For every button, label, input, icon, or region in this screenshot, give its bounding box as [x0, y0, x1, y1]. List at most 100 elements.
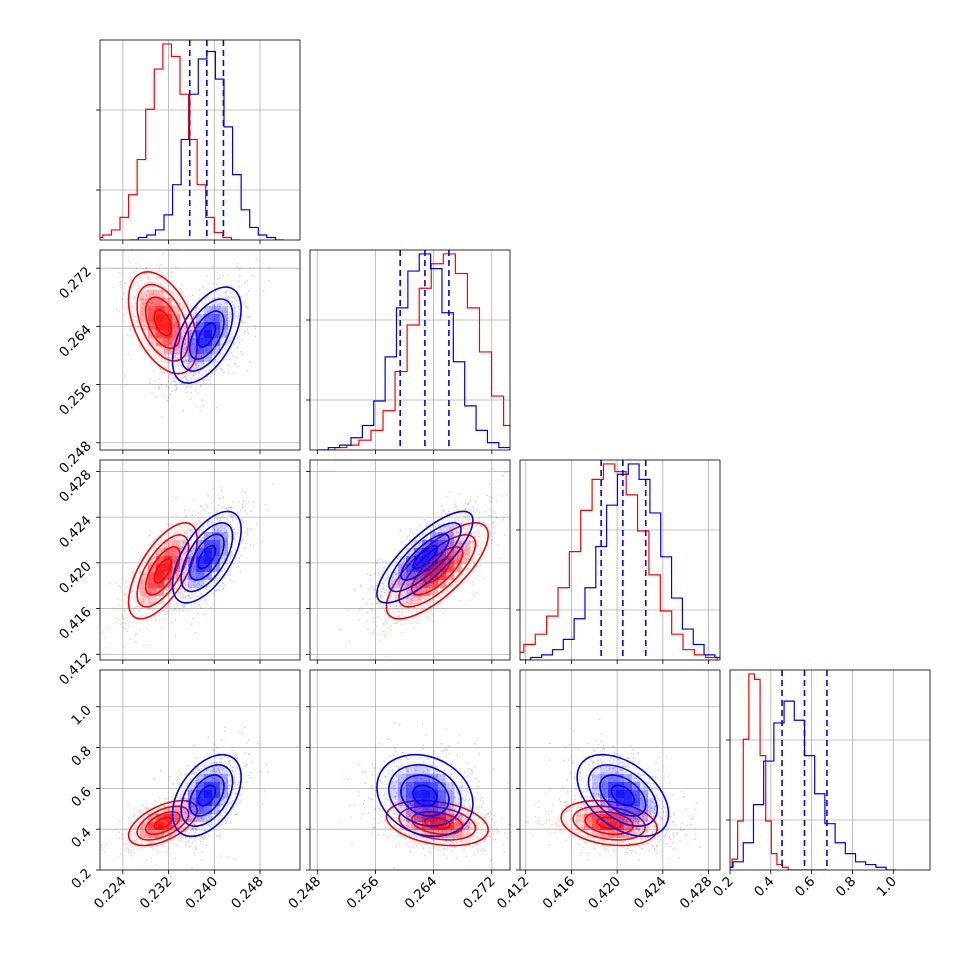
histogram-series-1	[730, 700, 897, 870]
density-cell	[406, 572, 414, 580]
density-cell	[204, 532, 212, 540]
density-cell	[212, 766, 220, 774]
density-cell	[430, 806, 438, 814]
density-cell	[196, 782, 204, 790]
density-cell	[196, 548, 204, 556]
x-tick-label: 0.240	[182, 874, 221, 913]
density-cell	[398, 766, 406, 774]
density-cell	[624, 790, 632, 798]
density-cell	[438, 548, 446, 556]
density-cell	[180, 564, 188, 572]
density-cell	[148, 572, 156, 580]
density-cell	[438, 806, 446, 814]
contour-level-2	[587, 764, 658, 827]
density-cell	[414, 540, 422, 548]
y-tick-label: 0.248	[56, 438, 95, 477]
density-cell	[446, 814, 454, 822]
histogram-series-1	[520, 463, 720, 660]
density-cell	[148, 338, 156, 346]
contour-level-1	[144, 811, 181, 836]
density-cell	[422, 540, 430, 548]
density-cell	[600, 798, 608, 806]
density-cell	[438, 814, 446, 822]
density-cell	[648, 814, 656, 822]
density-cell	[140, 298, 148, 306]
density-cell	[172, 354, 180, 362]
density-cell	[140, 580, 148, 588]
density-cell	[204, 306, 212, 314]
contour-level-0	[596, 816, 622, 830]
density-cell	[164, 322, 172, 330]
density-cell	[212, 556, 220, 564]
panel-frame	[309, 669, 511, 871]
density-cell	[414, 580, 422, 588]
x-tick-label: 0.8	[833, 874, 860, 901]
density-cell	[406, 564, 414, 572]
panel-frame	[729, 669, 931, 871]
density-cell	[172, 822, 180, 830]
density-cell	[454, 806, 462, 814]
density-cell	[454, 532, 462, 540]
density-cell	[188, 354, 196, 362]
density-cell	[616, 806, 624, 814]
density-cell	[172, 330, 180, 338]
density-cell	[212, 298, 220, 306]
contour-level-1	[188, 533, 225, 581]
density-cell	[180, 322, 188, 330]
y-tick-label: 0.416	[56, 604, 95, 643]
density-cell	[220, 548, 228, 556]
density-cell	[446, 790, 454, 798]
contour-level-2	[180, 298, 234, 372]
contour-level-3	[127, 522, 198, 620]
density-cell	[640, 798, 648, 806]
density-cell	[196, 572, 204, 580]
density-cell	[196, 556, 204, 564]
density-cell	[608, 806, 616, 814]
x-tick-label: 0.4	[751, 874, 778, 901]
density-cell	[632, 830, 640, 838]
density-cell	[172, 540, 180, 548]
density-cell	[632, 814, 640, 822]
density-cell	[204, 790, 212, 798]
density-cell	[212, 314, 220, 322]
density-cell	[406, 798, 414, 806]
density-cell	[462, 556, 470, 564]
contour-level-0	[197, 544, 217, 570]
density-cell	[398, 790, 406, 798]
density-cell	[592, 766, 600, 774]
density-cell	[156, 564, 164, 572]
contour-level-0	[423, 816, 451, 830]
density-cell	[204, 346, 212, 354]
contour-level-1	[599, 774, 647, 817]
density-cell	[624, 774, 632, 782]
density-cell	[438, 572, 446, 580]
density-cell	[220, 330, 228, 338]
density-cell	[462, 822, 470, 830]
density-cell	[204, 354, 212, 362]
density-cell	[156, 580, 164, 588]
contour-level-0	[423, 558, 451, 584]
density-cell	[446, 798, 454, 806]
density-cell	[454, 830, 462, 838]
contour-level-2	[180, 522, 234, 593]
panel-content	[310, 250, 510, 450]
x-tick-label: 0.256	[344, 874, 383, 913]
density-cell	[592, 830, 600, 838]
density-cell	[188, 572, 196, 580]
panel-frame	[309, 459, 511, 661]
density-cell	[470, 540, 478, 548]
density-cell	[180, 806, 188, 814]
x-tick-label: 0.424	[631, 874, 670, 913]
contour-level-3	[576, 753, 670, 838]
density-cell	[196, 346, 204, 354]
density-cell	[204, 774, 212, 782]
contour-level-1	[400, 533, 450, 581]
density-cell	[188, 338, 196, 346]
density-cells-1	[180, 524, 236, 588]
density-cell	[172, 572, 180, 580]
density-cell	[204, 556, 212, 564]
density-cell	[212, 532, 220, 540]
contour-level-3	[171, 510, 242, 604]
density-cell	[592, 782, 600, 790]
